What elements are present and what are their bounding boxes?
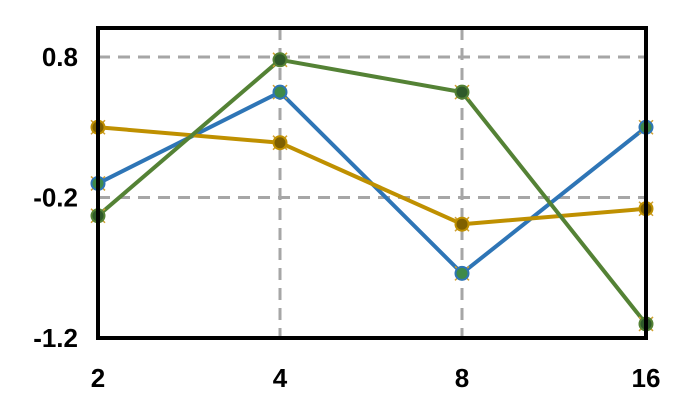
- x-axis-tick-labels: 2 4 8 16: [91, 363, 661, 393]
- grid-lines: [98, 28, 646, 338]
- series-1-point-1: [272, 135, 288, 151]
- series-line-1: [97, 125, 647, 227]
- x-tick-label-0: 2: [91, 363, 105, 393]
- series-line-2: [96, 57, 648, 326]
- x-tick-label-2: 8: [455, 363, 469, 393]
- x-tick-label-1: 4: [273, 363, 288, 393]
- plot-area-frame: [96, 26, 648, 340]
- series-markers: [90, 52, 654, 332]
- series-2-point-1: [272, 52, 288, 68]
- y-axis-tick-labels: 0.8 -0.2 -1.2: [33, 42, 78, 353]
- y-tick-label-2: -1.2: [33, 323, 78, 353]
- y-tick-label-1: -0.2: [33, 183, 78, 213]
- series-2-point-2: [454, 84, 470, 100]
- series-lines: [96, 57, 648, 326]
- series-0-point-2: [454, 265, 470, 281]
- series-0-point-1: [272, 84, 288, 100]
- series-1-point-2: [454, 216, 470, 232]
- x-tick-label-3: 16: [632, 363, 661, 393]
- y-tick-label-0: 0.8: [42, 42, 78, 72]
